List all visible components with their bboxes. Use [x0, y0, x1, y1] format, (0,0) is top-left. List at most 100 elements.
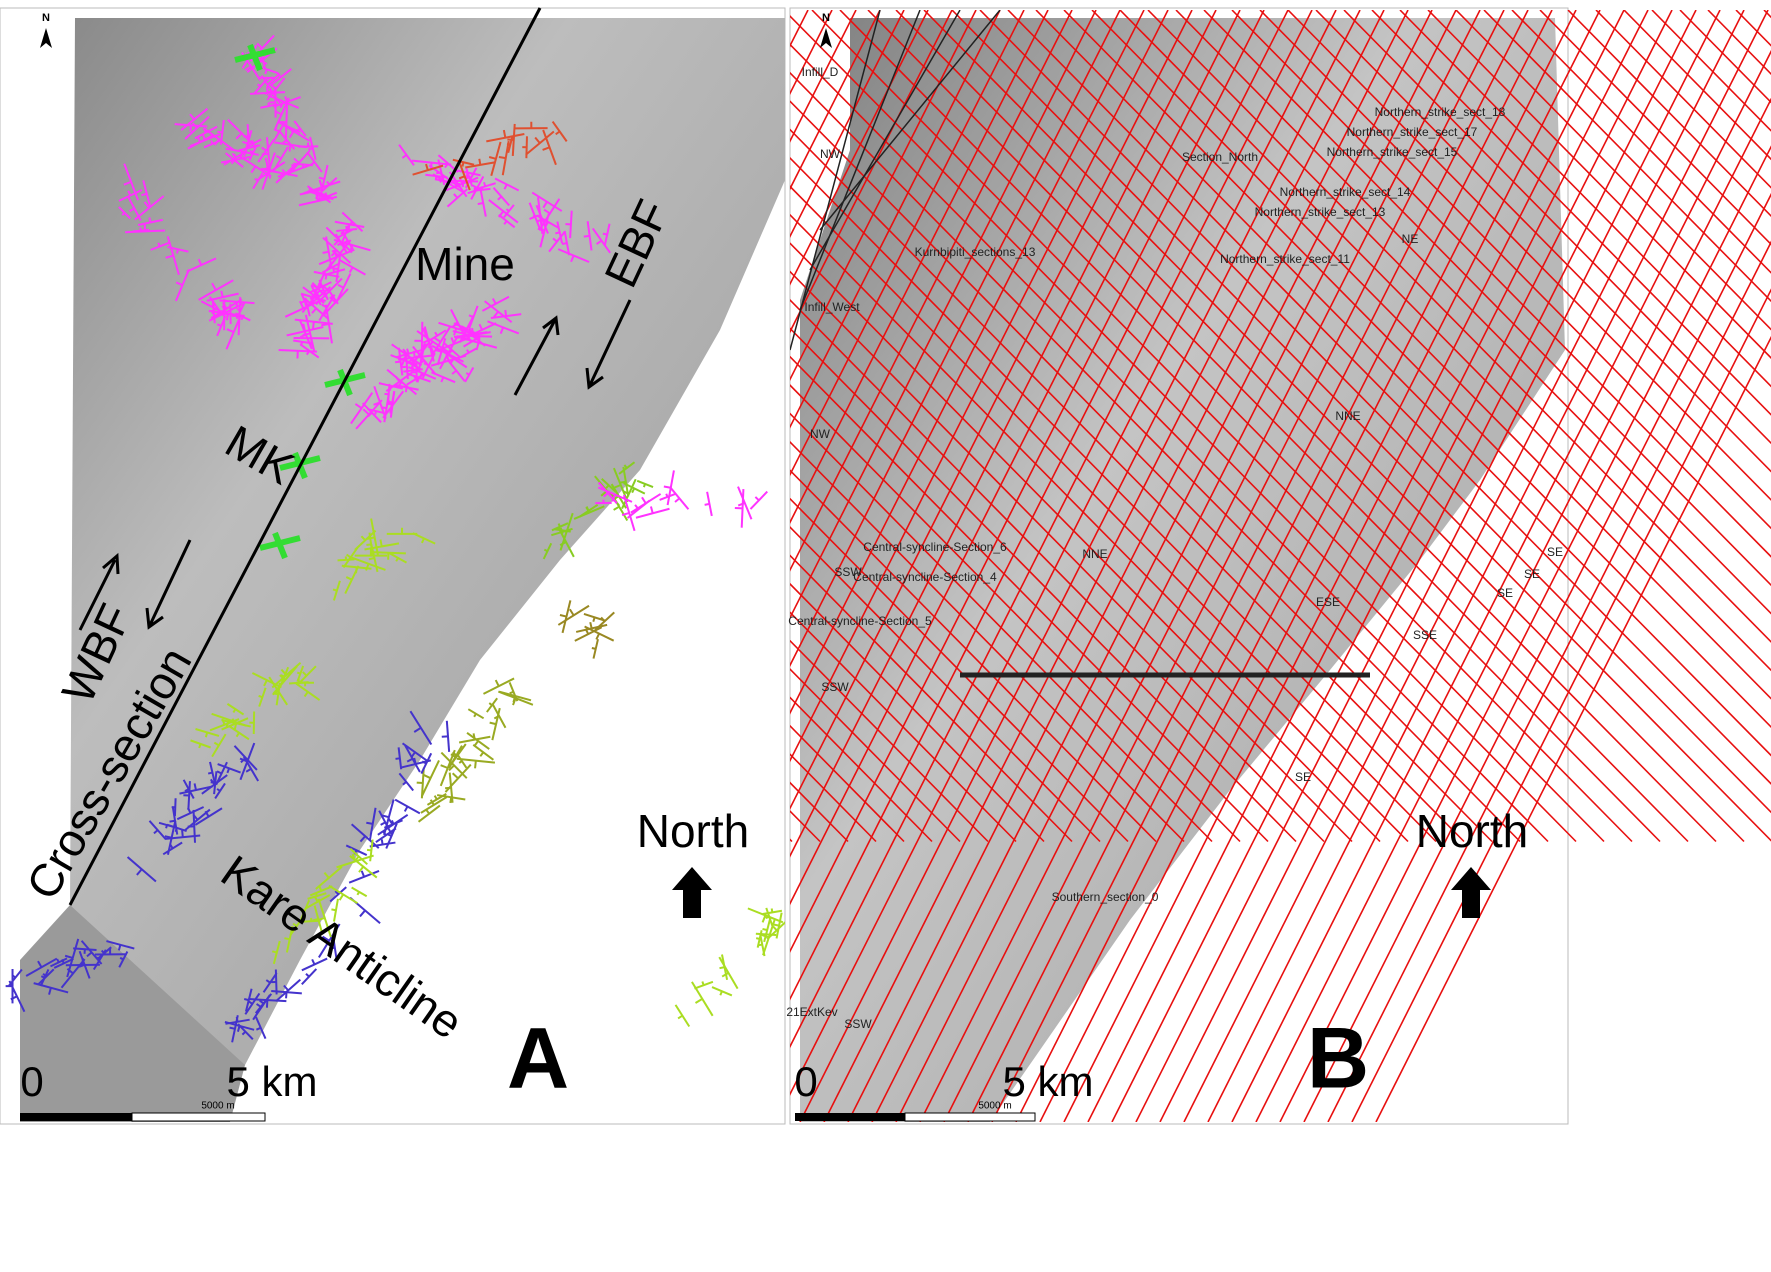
dip-tick [613, 484, 622, 489]
dip-tick [641, 496, 647, 504]
dip-tick [585, 506, 590, 512]
panel-letter: A [507, 1011, 569, 1107]
dip-tick [583, 234, 590, 238]
section-line [790, 10, 1289, 1001]
strike-symbol [269, 68, 292, 87]
dip-tick [197, 258, 203, 266]
dip-tick [468, 338, 473, 343]
dip-tick [611, 494, 617, 502]
section-line [790, 469, 1157, 843]
dip-tick [354, 855, 360, 861]
section-line [790, 10, 1265, 954]
dip-tick [318, 179, 323, 188]
dip-tick [595, 633, 601, 640]
scale-zero: 0 [794, 1058, 817, 1105]
dip-tick [665, 493, 669, 498]
section-label: SE [1497, 586, 1513, 600]
section-line [919, 10, 1481, 1122]
strike-symbol [341, 211, 364, 232]
dip-tick [292, 922, 298, 927]
section-line [790, 213, 1409, 843]
dip-tick [441, 347, 450, 354]
dip-tick [719, 966, 725, 970]
dip-tick [48, 987, 52, 995]
dip-tick [250, 165, 257, 174]
dip-tick [332, 588, 338, 592]
dip-tick [221, 718, 226, 726]
north-label: North [1416, 805, 1528, 857]
section-line [790, 554, 1073, 843]
dip-tick [477, 202, 484, 206]
dip-tick [360, 535, 366, 541]
dip-tick [395, 757, 400, 760]
scale-zero: 0 [20, 1058, 43, 1105]
dip-tick [755, 937, 760, 940]
dip-tick [119, 956, 124, 961]
dip-tick [264, 89, 272, 96]
dip-tick [330, 249, 338, 257]
dip-tick [261, 146, 267, 152]
dip-tick [448, 349, 453, 354]
dip-tick [497, 195, 503, 201]
section-line [1595, 10, 1771, 189]
section-line [1091, 10, 1771, 700]
scale-bar-a-black [20, 1113, 132, 1121]
strike-symbol [296, 665, 305, 682]
dip-tick [176, 249, 179, 254]
strike-symbol [470, 175, 485, 200]
section-line [1203, 10, 1771, 587]
strike-symbol [368, 807, 377, 841]
dip-tick [458, 175, 466, 180]
dip-tick [226, 328, 235, 333]
scale-bar-a-white [131, 1112, 266, 1122]
dip-tick [136, 868, 143, 876]
dip-tick [235, 132, 243, 140]
dip-tick [318, 176, 325, 180]
dip-tick [433, 795, 438, 800]
dip-tick [235, 732, 240, 738]
dip-tick [211, 307, 216, 315]
dip-tick [623, 464, 628, 469]
dip-tick [404, 387, 408, 393]
north-arrow-b [820, 28, 832, 48]
section-line [790, 10, 1193, 811]
dip-tick [225, 719, 230, 728]
strike-symbol [189, 133, 221, 147]
strike-symbol [194, 807, 223, 826]
section-line [1375, 335, 1771, 1122]
dip-tick [505, 208, 510, 212]
dip-tick [475, 342, 480, 351]
north-letter: N [822, 12, 830, 24]
dip-tick [374, 410, 377, 415]
section-line [1231, 10, 1771, 558]
section-line [790, 611, 1017, 843]
green-symbol [259, 531, 301, 560]
section-label: SE [1547, 545, 1563, 559]
section-line [823, 10, 1385, 1122]
dip-tick [302, 323, 306, 332]
dip-tick [193, 783, 197, 791]
dip-tick [561, 242, 568, 245]
section-label: SSW [821, 680, 849, 694]
dip-tick [356, 891, 361, 896]
dip-tick [401, 154, 408, 159]
dip-tick [189, 113, 196, 121]
dip-tick [498, 155, 506, 160]
dip-tick [249, 150, 254, 154]
section-label: Central-syncline-Section_4 [853, 570, 997, 584]
dip-tick [204, 732, 209, 738]
strike-symbol [287, 149, 311, 176]
dip-tick [314, 896, 319, 903]
section-line [790, 10, 1241, 906]
section-line [1327, 240, 1771, 1122]
section-line [790, 497, 1129, 843]
dip-tick [472, 184, 478, 189]
strike-symbol [597, 486, 633, 503]
strike-symbol [370, 543, 379, 573]
strike-symbol [398, 772, 414, 792]
section-line [895, 10, 1717, 843]
section-line [790, 582, 1045, 843]
dip-tick [465, 372, 470, 376]
dip-tick [453, 328, 458, 336]
